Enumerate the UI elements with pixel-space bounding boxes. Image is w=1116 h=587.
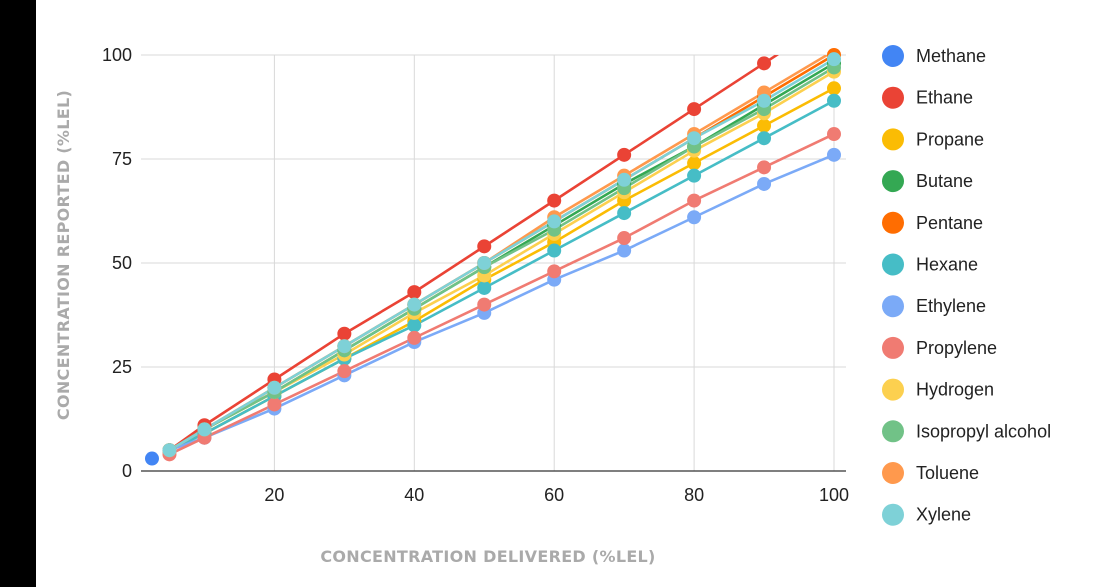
legend-marker (882, 420, 904, 443)
data-point (827, 52, 841, 67)
data-point (547, 264, 562, 279)
legend-marker (882, 462, 904, 484)
y-tick-label: 100 (102, 45, 132, 65)
x-tick-label: 20 (264, 485, 284, 505)
data-point (407, 330, 422, 345)
legend-marker (882, 128, 904, 151)
legend-marker (882, 86, 904, 109)
x-tick-label: 40 (404, 485, 424, 505)
data-point (407, 297, 422, 312)
data-point (617, 147, 632, 162)
data-point (617, 172, 632, 187)
legend-marker (882, 253, 904, 276)
legend-marker (882, 378, 904, 401)
x-axis-title: CONCENTRATION DELIVERED (%LEL) (320, 547, 655, 566)
legend-marker (882, 503, 904, 526)
x-tick-label: 100 (819, 485, 849, 505)
data-point (267, 397, 282, 412)
data-point (757, 131, 772, 146)
legend-label: Pentane (916, 213, 983, 233)
data-point (687, 131, 702, 146)
data-point (687, 102, 702, 117)
data-point (477, 239, 492, 254)
data-point (337, 339, 352, 354)
legend: Methane Ethane Propane Butane Pentane Hexane E… (882, 45, 1051, 526)
legend-label: Ethylene (916, 296, 986, 316)
data-point (144, 451, 159, 466)
legend-label: Propylene (916, 338, 997, 358)
y-tick-label: 0 (122, 461, 132, 481)
legend-label: Isopropyl alcohol (916, 421, 1051, 441)
legend-marker (882, 45, 904, 67)
legend-label: Xylene (916, 505, 971, 525)
data-point (547, 193, 562, 208)
legend-label: Hexane (916, 255, 978, 275)
data-point (757, 118, 772, 133)
data-point (477, 280, 492, 295)
data-point (617, 206, 632, 221)
data-point (757, 160, 772, 175)
x-tick-label: 60 (544, 485, 564, 505)
data-point (337, 364, 352, 379)
y-axis-title: CONCENTRATION REPORTED (%LEL) (54, 90, 73, 420)
legend-label: Ethane (916, 88, 973, 108)
series-points (144, 48, 841, 466)
data-point (827, 81, 841, 96)
legend-marker (882, 170, 904, 193)
data-point (827, 147, 841, 162)
y-tick-label: 50 (112, 253, 132, 273)
data-point (827, 93, 841, 108)
data-point (617, 243, 632, 258)
x-tick-label: 80 (684, 485, 704, 505)
data-point (267, 380, 282, 395)
data-point (827, 127, 841, 142)
data-point (687, 193, 702, 208)
data-point (687, 156, 702, 171)
axes: 0 25 50 75 100 20 40 60 80 100 (102, 45, 849, 505)
data-point (757, 93, 772, 108)
chart-background (36, 0, 1116, 587)
data-point (337, 326, 352, 341)
legend-label: Propane (916, 129, 984, 149)
data-point (407, 318, 422, 333)
data-point (687, 168, 702, 183)
legend-label: Hydrogen (916, 380, 994, 400)
y-tick-label: 25 (112, 357, 132, 377)
data-point (547, 243, 562, 258)
legend-label: Butane (916, 171, 973, 191)
data-point (757, 176, 772, 191)
data-point (757, 56, 772, 71)
legend-marker (882, 336, 904, 359)
data-point (617, 231, 632, 246)
data-point (407, 285, 422, 300)
legend-marker (882, 211, 904, 234)
data-point (547, 214, 562, 229)
legend-marker (882, 295, 904, 318)
data-point (477, 297, 492, 312)
data-point (197, 422, 212, 437)
data-point (687, 210, 702, 225)
legend-label: Methane (916, 46, 986, 66)
data-point (162, 443, 177, 458)
legend-label: Toluene (916, 463, 979, 483)
data-point (477, 256, 492, 270)
y-tick-label: 75 (112, 149, 132, 169)
